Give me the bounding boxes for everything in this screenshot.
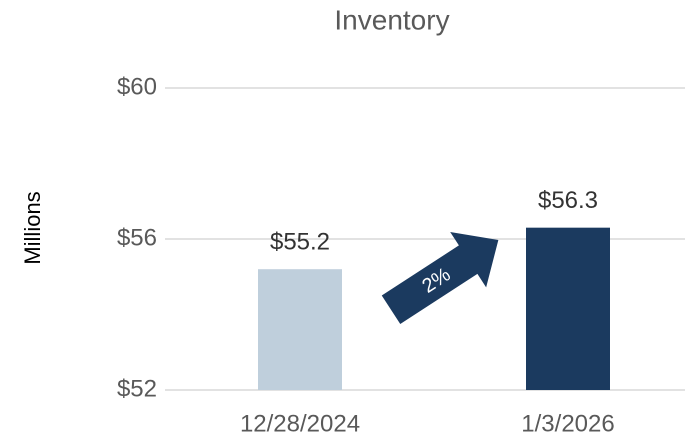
bar [258, 269, 342, 390]
x-tick-label: 1/3/2026 [521, 410, 614, 437]
y-axis-label: Millions [20, 191, 45, 264]
y-tick-label: $56 [117, 224, 157, 251]
bar [526, 227, 610, 390]
y-tick-label: $52 [117, 375, 157, 402]
x-tick-label: 12/28/2024 [240, 410, 360, 437]
y-tick-label: $60 [117, 73, 157, 100]
growth-arrow: 2% [381, 231, 499, 325]
plot-area: $52 $56 $60 12/28/2024 $55.2 1/3/2026 $56.3 [117, 73, 685, 437]
value-label: $55.2 [270, 229, 330, 256]
value-label: $56.3 [538, 187, 598, 214]
chart-title: Inventory [334, 4, 449, 35]
arrow-shape [381, 231, 499, 325]
